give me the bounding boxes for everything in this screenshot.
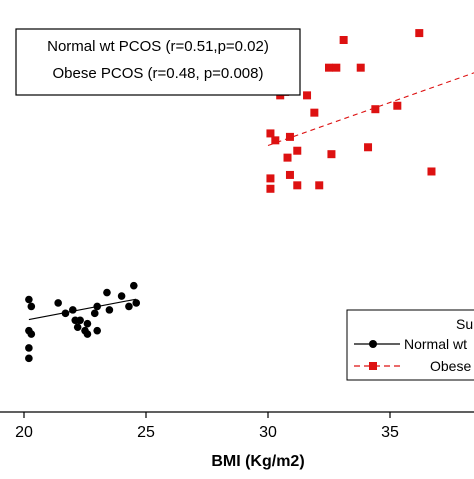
legend: Su Normal wt Obese bbox=[346, 309, 474, 381]
annotation-obese: Obese PCOS (r=0.48, p=0.008) bbox=[53, 65, 264, 82]
data-point-normal bbox=[130, 281, 138, 290]
trend-line bbox=[267, 72, 474, 147]
data-point-obese bbox=[364, 143, 373, 152]
data-point-obese bbox=[393, 101, 402, 110]
data-point-obese bbox=[285, 132, 294, 141]
trend-line bbox=[28, 298, 137, 321]
data-point-normal bbox=[69, 306, 77, 314]
data-point-obese bbox=[271, 136, 280, 145]
legend-title: Su bbox=[456, 316, 473, 332]
data-point-normal bbox=[25, 344, 33, 352]
data-point-obese bbox=[293, 181, 302, 190]
data-point-normal bbox=[93, 302, 101, 311]
data-point-obese bbox=[339, 36, 348, 44]
data-point-normal bbox=[73, 323, 82, 331]
x-axis-label: BMI (Kg/m2) bbox=[211, 453, 304, 470]
points-layer bbox=[25, 29, 436, 363]
x-tick-label: 20 bbox=[15, 424, 33, 441]
data-point-obese bbox=[371, 105, 380, 114]
data-point-normal bbox=[132, 299, 141, 307]
data-point-obese bbox=[310, 108, 319, 117]
data-point-obese bbox=[266, 184, 275, 193]
data-point-normal bbox=[83, 330, 92, 338]
data-point-normal bbox=[25, 354, 33, 363]
legend-normal-label: Normal wt bbox=[404, 336, 467, 352]
data-point-obese bbox=[266, 174, 275, 183]
data-point-normal bbox=[76, 316, 84, 325]
data-point-obese bbox=[427, 167, 436, 176]
data-point-obese bbox=[415, 29, 424, 38]
data-point-obese bbox=[356, 63, 365, 72]
data-point-obese bbox=[283, 153, 292, 162]
data-point-obese bbox=[327, 150, 336, 159]
data-point-normal bbox=[103, 288, 111, 297]
data-point-obese bbox=[293, 146, 302, 155]
data-point-obese bbox=[303, 91, 312, 100]
annotation-box: Normal wt PCOS (r=0.51,p=0.02) Obese PCO… bbox=[15, 28, 301, 96]
x-tick-label: 30 bbox=[259, 424, 277, 441]
data-point-obese bbox=[315, 181, 324, 190]
data-point-obese bbox=[266, 129, 275, 138]
data-point-normal bbox=[105, 306, 114, 314]
data-point-obese bbox=[325, 63, 333, 72]
x-tick-label: 35 bbox=[381, 424, 399, 441]
x-tick-label: 25 bbox=[137, 424, 155, 441]
annotation-normal: Normal wt PCOS (r=0.51,p=0.02) bbox=[47, 38, 269, 55]
legend-obese-marker bbox=[369, 362, 377, 370]
axes-layer: 20 25 30 35 bbox=[0, 411, 474, 441]
data-point-obese bbox=[332, 63, 341, 72]
data-point-normal bbox=[93, 326, 101, 335]
data-point-normal bbox=[27, 330, 36, 338]
data-point-normal bbox=[61, 309, 70, 318]
data-point-normal bbox=[90, 309, 99, 318]
data-point-normal bbox=[27, 302, 36, 311]
data-point-normal bbox=[83, 319, 92, 328]
data-point-normal bbox=[25, 295, 33, 304]
data-point-normal bbox=[117, 292, 126, 300]
data-point-obese bbox=[285, 170, 294, 179]
legend-normal-marker bbox=[369, 340, 377, 348]
legend-obese-label: Obese bbox=[430, 358, 471, 374]
data-point-normal bbox=[125, 302, 133, 311]
data-point-normal bbox=[54, 299, 62, 307]
trend-layer bbox=[28, 72, 474, 321]
